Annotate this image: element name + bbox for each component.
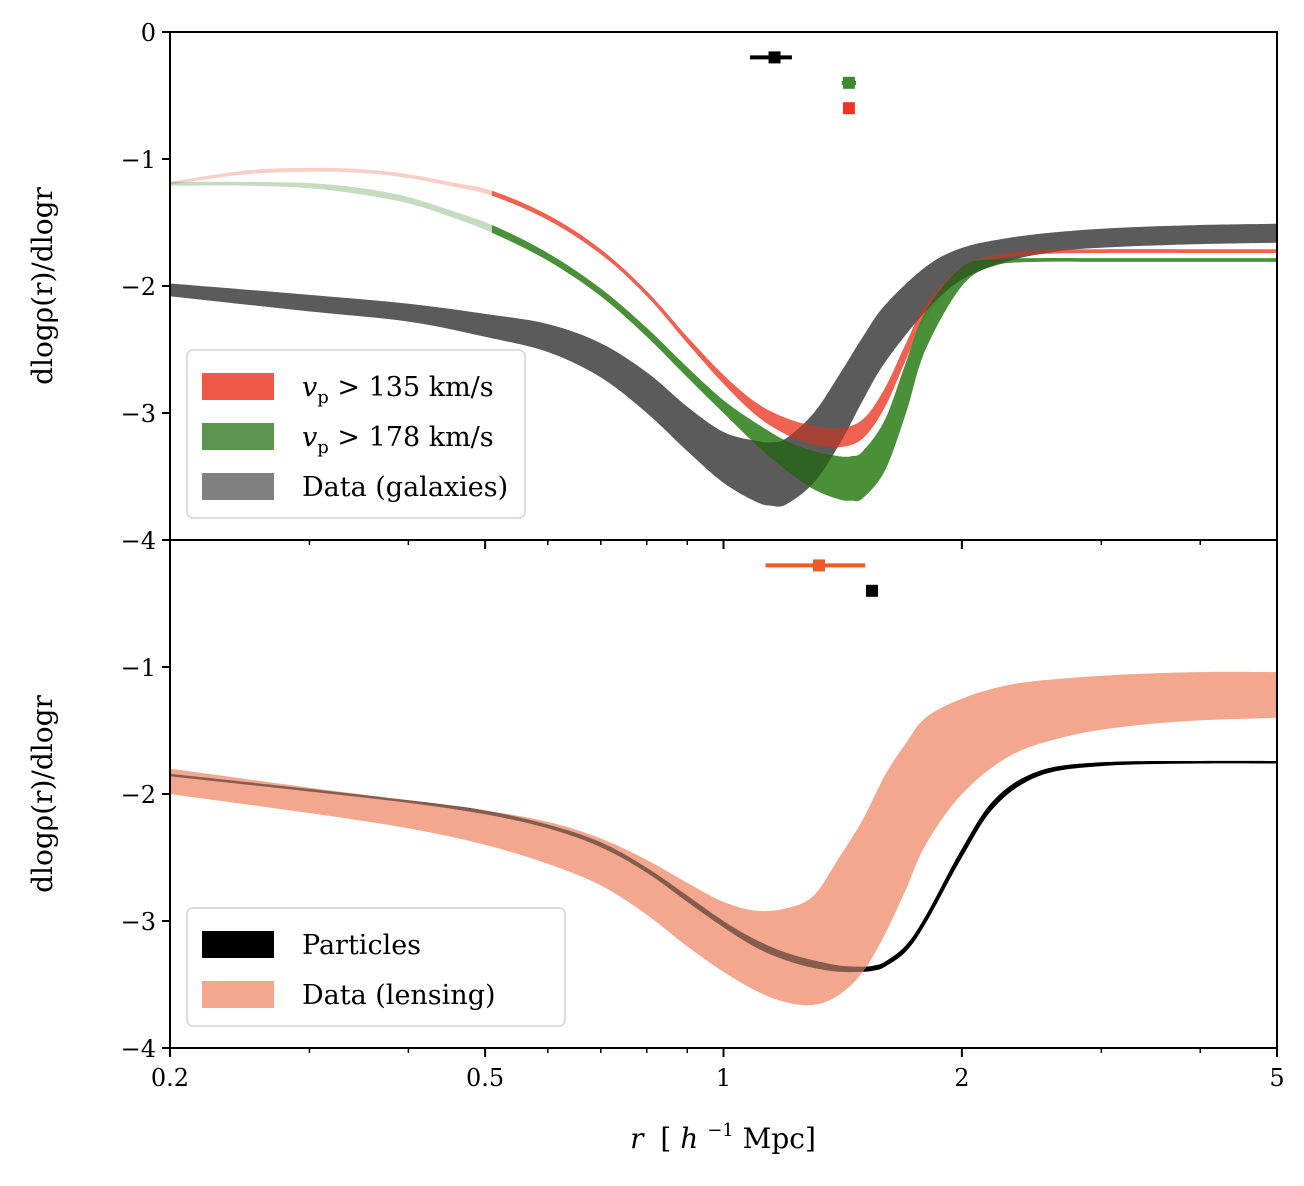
legend-item: Data (lensing) [202, 980, 496, 1011]
legend-label: Data (lensing) [302, 980, 496, 1011]
band-data-galaxies-overlay [170, 223, 1277, 507]
errorbar-marker [812, 559, 825, 572]
errorbar-marker [842, 102, 855, 115]
y-tick-label: −4 [121, 527, 156, 555]
legend-label: Data (galaxies) [302, 472, 508, 503]
legend-label-var: v [302, 372, 317, 403]
errorbar-data-galaxies-minimum [749, 51, 792, 64]
legend-swatch [202, 473, 274, 500]
bottom-panel: −1 −2 −3 −40.2 0.5 1 2 5 Particles Data (lensing) [121, 539, 1285, 1092]
y-tick-label: −1 [121, 146, 156, 174]
band-data-lensing-overlay [170, 671, 1277, 1006]
x-axis-label-unit: Mpc] [743, 1122, 816, 1155]
legend-label-text: Particles [302, 930, 421, 961]
y-tick-label: −3 [121, 400, 156, 428]
y-tick-label: −3 [121, 908, 156, 936]
x-axis-label-h: h [680, 1122, 698, 1155]
legend-item: vp > 135 km/s [202, 372, 494, 408]
legend-label: vp > 135 km/s [302, 372, 494, 408]
legend-swatch [202, 981, 274, 1008]
legend-label-text: Data (lensing) [302, 980, 496, 1011]
legend: Particles Data (lensing) [186, 907, 566, 1027]
x-axis-label: r [ h −1 Mpc] [630, 1110, 816, 1155]
legend-label-sub: p [317, 387, 329, 408]
legend-item: Data (galaxies) [202, 472, 508, 503]
errorbar-data-lensing-minimum [765, 559, 866, 572]
legend-label-text: Data (galaxies) [302, 472, 508, 503]
plot-area [170, 671, 1277, 1006]
plot-area [170, 167, 1277, 507]
legend-frame [186, 907, 566, 1027]
errorbar-particles-minimum [865, 584, 878, 597]
band-vp-178-km-s [491, 225, 1277, 502]
errorbar-marker [865, 584, 878, 597]
legend-swatch [202, 931, 274, 958]
errorbar-vp-178-km-s-minimum [841, 76, 856, 89]
legend-label-text: > 178 km/s [329, 422, 494, 453]
x-tick-label: 0.2 [151, 1064, 189, 1092]
y-axis-label-top: dlogρ(r)/dlogr [26, 186, 59, 384]
errorbar-marker [768, 51, 781, 64]
legend-swatch [202, 373, 274, 400]
x-tick-label: 1 [716, 1064, 731, 1092]
x-axis-label-bracket: [ [660, 1122, 671, 1155]
x-tick-label: 0.5 [466, 1064, 504, 1092]
legend-label-text: > 135 km/s [329, 372, 494, 403]
legend-swatch [202, 423, 274, 450]
legend-label-sub: p [317, 437, 329, 458]
band-vp-178-km-s-faded [170, 181, 492, 233]
y-tick-label: −4 [121, 1035, 156, 1063]
legend-label: Particles [302, 930, 421, 961]
errorbar-marker [842, 76, 855, 89]
y-axis-label-bottom: dlogρ(r)/dlogr [26, 694, 59, 892]
band-vp-135-km-s-faded [170, 167, 492, 196]
legend-item: vp > 178 km/s [202, 422, 494, 458]
y-tick-label: −2 [121, 273, 156, 301]
x-axis-label-var: r [630, 1122, 645, 1155]
errorbar-vp-135-km-s-minimum [842, 102, 855, 115]
legend-item: Particles [202, 930, 421, 961]
legend-label: vp > 178 km/s [302, 422, 494, 458]
x-tick-label: 2 [954, 1064, 969, 1092]
top-panel: 0−1−2−3−4vp > 135 km/svp > 178 km/sData … [121, 19, 1278, 555]
y-tick-label: −1 [121, 654, 156, 682]
legend-label-var: v [302, 422, 317, 453]
x-axis-label-exp: −1 [707, 1120, 734, 1141]
band-vp-135-km-s [491, 190, 1277, 448]
x-tick-label: 5 [1269, 1064, 1284, 1092]
y-tick-label: −2 [121, 781, 156, 809]
y-tick-label: 0 [141, 19, 156, 47]
